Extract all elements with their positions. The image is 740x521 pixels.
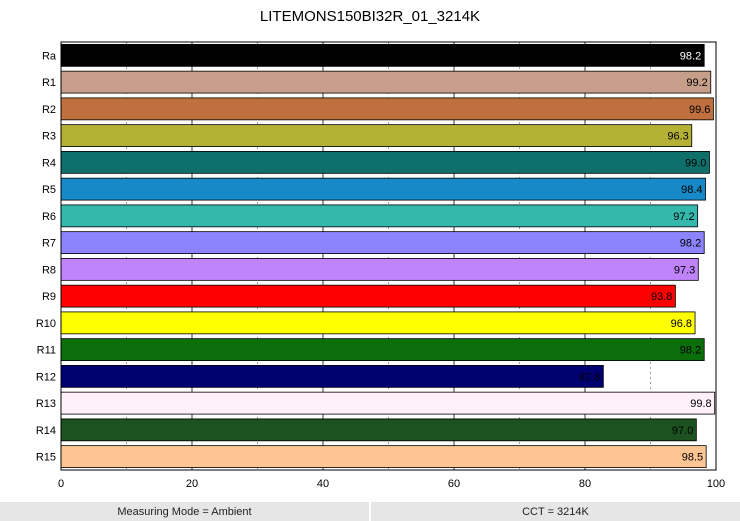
value-label-ra: 98.2	[680, 50, 701, 62]
value-label-r9: 93.8	[651, 291, 672, 303]
value-label-r10: 96.8	[671, 318, 692, 330]
value-label-r11: 98.2	[680, 345, 701, 357]
category-label-r6: R6	[42, 211, 56, 223]
bar-r12	[60, 365, 604, 388]
category-label-r5: R5	[42, 184, 56, 196]
value-label-r13: 99.8	[690, 398, 711, 410]
bar-r8	[60, 258, 699, 281]
value-label-r15: 98.5	[682, 452, 703, 464]
category-label-r10: R10	[36, 318, 56, 330]
bar-r1	[60, 70, 712, 94]
bar-r10	[60, 311, 696, 335]
category-label-r14: R14	[36, 425, 56, 437]
category-label-r1: R1	[42, 77, 56, 89]
value-label-r3: 96.3	[667, 131, 688, 143]
bar-r4	[60, 151, 710, 174]
category-label-r11: R11	[37, 345, 56, 357]
value-label-r8: 97.3	[674, 264, 695, 276]
category-labels: Ra R1 R2 R3 R4 R5 R6 R7 R8 R9 R10 R11 R12 R13 R14 R15	[36, 50, 57, 463]
category-label-r13: R13	[36, 398, 56, 410]
value-label-r6: 97.2	[673, 211, 694, 223]
value-label-r5: 98.4	[681, 184, 702, 196]
bar-r9	[60, 284, 676, 308]
category-label-r8: R8	[42, 264, 56, 276]
measuring-mode-label: Measuring Mode = Ambient	[0, 502, 369, 521]
x-tick-label: 20	[186, 478, 198, 490]
plot-frame	[60, 41, 717, 471]
bar-r5	[60, 177, 706, 201]
value-label-r1: 99.2	[686, 77, 707, 89]
value-label-r14: 97.0	[672, 425, 693, 437]
x-axis: 0 20 40 60 80 100	[58, 478, 725, 490]
bar-r11	[60, 338, 705, 361]
bar-r15	[60, 445, 707, 468]
category-label-r4: R4	[42, 157, 56, 169]
bar-r13	[60, 391, 716, 415]
x-tick-label: 80	[579, 478, 591, 490]
bar-r14	[60, 418, 697, 442]
value-label-r4: 99.0	[685, 157, 706, 169]
chart: LITEMONS150BI32R_01_3214K 98.2 99.2 99.6 96…	[36, 8, 725, 490]
category-label-r9: R9	[42, 291, 56, 303]
bars: 98.2 99.2 99.6 96.3 99.0 98.4 97.2 98.2 97.3 93.8…	[60, 44, 716, 468]
bar-r6	[60, 204, 699, 228]
bar-r2	[60, 97, 714, 121]
x-tick-label: 60	[448, 478, 460, 490]
cct-label: CCT = 3214K	[371, 502, 740, 521]
category-label-ra: Ra	[42, 50, 57, 62]
category-label-r7: R7	[42, 238, 56, 250]
category-label-r2: R2	[42, 104, 56, 116]
bar-r7	[60, 231, 705, 254]
category-label-r15: R15	[36, 452, 56, 464]
x-tick-label: 0	[58, 478, 64, 490]
x-tick-label: 40	[317, 478, 329, 490]
bar-r3	[60, 124, 693, 147]
category-label-r12: R12	[36, 371, 56, 383]
chart-title: LITEMONS150BI32R_01_3214K	[260, 8, 480, 25]
x-tick-label: 100	[707, 478, 725, 490]
bar-ra	[60, 44, 705, 67]
value-label-r12: 82.8	[579, 371, 600, 383]
category-label-r3: R3	[42, 131, 56, 143]
value-label-r7: 98.2	[680, 238, 701, 250]
value-label-r2: 99.6	[689, 104, 710, 116]
